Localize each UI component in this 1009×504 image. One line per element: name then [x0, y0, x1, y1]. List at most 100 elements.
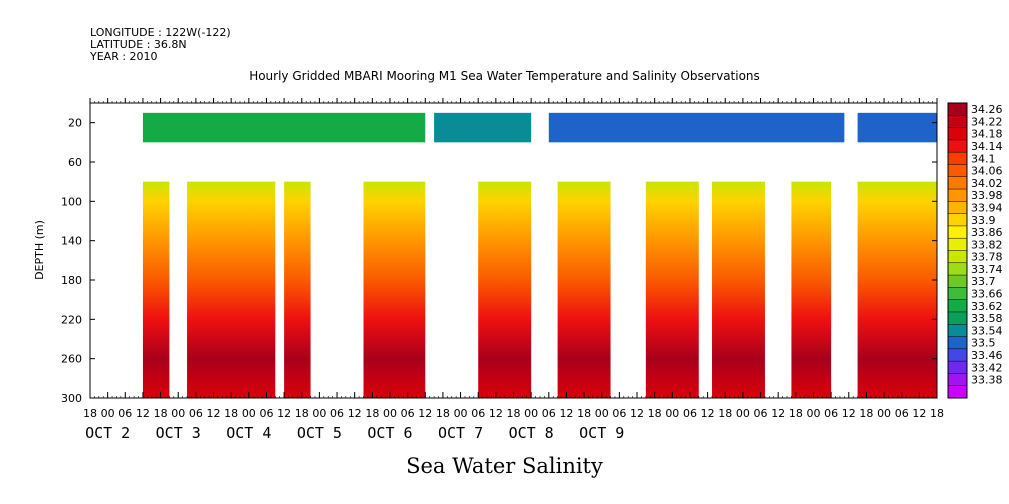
deep-data-block	[557, 181, 611, 398]
x-date-label: OCT 9	[579, 424, 624, 442]
colorbar-label: 33.5	[971, 337, 996, 350]
colorbar-swatch	[948, 152, 967, 165]
x-tick-label: 18	[83, 407, 97, 420]
x-date-label: OCT 5	[297, 424, 342, 442]
x-tick-label: 06	[895, 407, 909, 420]
x-date-label: OCT 4	[226, 424, 271, 442]
colorbar-label: 33.46	[971, 349, 1003, 362]
x-tick-label: 12	[277, 407, 291, 420]
deep-data-block	[284, 181, 311, 398]
x-tick-label: 06	[189, 407, 203, 420]
x-date-label: OCT 6	[367, 424, 412, 442]
x-tick-label: 00	[312, 407, 326, 420]
x-tick-label: 00	[736, 407, 750, 420]
x-tick-label: 00	[595, 407, 609, 420]
x-tick-label: 18	[365, 407, 379, 420]
colorbar-swatch	[948, 127, 967, 141]
surface-data-block	[142, 112, 426, 143]
deep-data-block	[791, 181, 832, 398]
x-date-label: OCT 8	[509, 424, 554, 442]
x-tick-label: 12	[630, 407, 644, 420]
x-tick-label: 00	[242, 407, 256, 420]
colorbar-label: 33.82	[971, 238, 1003, 251]
x-tick-label: 18	[436, 407, 450, 420]
colorbar-label: 33.38	[971, 374, 1003, 387]
x-tick-label: 06	[330, 407, 344, 420]
colorbar-label: 34.22	[971, 115, 1003, 128]
y-tick-label: 140	[61, 235, 82, 248]
y-tick-label: 20	[68, 117, 82, 130]
colorbar-swatch	[948, 336, 967, 350]
x-tick-label: 18	[224, 407, 238, 420]
x-tick-label: 06	[754, 407, 768, 420]
x-tick-label: 12	[559, 407, 573, 420]
x-tick-label: 18	[859, 407, 873, 420]
colorbar-label: 33.54	[971, 324, 1003, 337]
colorbar-label: 33.42	[971, 361, 1003, 374]
x-tick-label: 18	[648, 407, 662, 420]
colorbar-swatch	[948, 139, 967, 153]
x-tick-label: 06	[118, 407, 132, 420]
x-date-label: OCT 2	[85, 424, 130, 442]
colorbar-swatch	[948, 361, 967, 374]
x-tick-label: 18	[930, 407, 944, 420]
plot-area	[142, 112, 937, 398]
x-tick-label: 12	[136, 407, 150, 420]
x-tick-label: 12	[418, 407, 432, 420]
x-tick-label: 18	[789, 407, 803, 420]
x-tick-label: 00	[877, 407, 891, 420]
colorbar-label: 33.58	[971, 312, 1003, 325]
x-tick-label: 12	[771, 407, 785, 420]
x-date-label: OCT 7	[438, 424, 483, 442]
colorbar: 34.2634.2234.1834.1434.134.0634.0233.983…	[947, 102, 1003, 399]
x-tick-label: 06	[824, 407, 838, 420]
latitude-label: LATITUDE : 36.8N	[90, 38, 187, 51]
x-tick-label: 00	[665, 407, 679, 420]
colorbar-swatch	[948, 238, 967, 251]
x-tick-label: 00	[383, 407, 397, 420]
deep-data-block	[142, 181, 170, 398]
colorbar-swatch	[948, 348, 967, 362]
y-tick-label: 260	[61, 353, 82, 366]
x-tick-label: 12	[348, 407, 362, 420]
x-date-label: OCT 3	[156, 424, 201, 442]
colorbar-swatch	[948, 176, 967, 190]
x-tick-label: 06	[542, 407, 556, 420]
colorbar-label: 34.26	[971, 103, 1003, 116]
colorbar-label: 34.06	[971, 165, 1003, 178]
colorbar-swatch	[948, 103, 967, 116]
x-tick-label: 18	[154, 407, 168, 420]
colorbar-swatch	[948, 201, 967, 214]
colorbar-label: 33.7	[971, 275, 996, 288]
colorbar-swatch	[948, 324, 967, 337]
colorbar-swatch	[948, 299, 967, 313]
y-tick-label: 60	[68, 156, 82, 169]
colorbar-swatch	[948, 213, 967, 227]
x-tick-label: 18	[718, 407, 732, 420]
colorbar-label: 33.94	[971, 201, 1003, 214]
year-label: YEAR : 2010	[90, 50, 158, 63]
deep-data-block	[187, 181, 276, 398]
x-tick-label: 00	[101, 407, 115, 420]
surface-data-block	[548, 112, 845, 143]
x-tick-label: 18	[295, 407, 309, 420]
x-tick-label: 06	[259, 407, 273, 420]
deep-data-block	[363, 181, 426, 398]
colorbar-swatch	[948, 373, 967, 387]
colorbar-label: 34.02	[971, 177, 1003, 190]
colorbar-swatch	[948, 262, 967, 276]
x-tick-label: 06	[471, 407, 485, 420]
deep-data-block	[712, 181, 765, 398]
y-tick-label: 300	[61, 392, 82, 405]
deep-data-block	[645, 181, 699, 398]
colorbar-label: 33.9	[971, 214, 996, 227]
x-tick-label: 00	[806, 407, 820, 420]
surface-data-block	[434, 112, 532, 143]
x-tick-label: 12	[701, 407, 715, 420]
y-axis-label: DEPTH (m)	[33, 220, 46, 280]
y-tick-label: 180	[61, 274, 82, 287]
colorbar-label: 34.14	[971, 140, 1003, 153]
x-tick-label: 12	[842, 407, 856, 420]
x-tick-label: 06	[401, 407, 415, 420]
